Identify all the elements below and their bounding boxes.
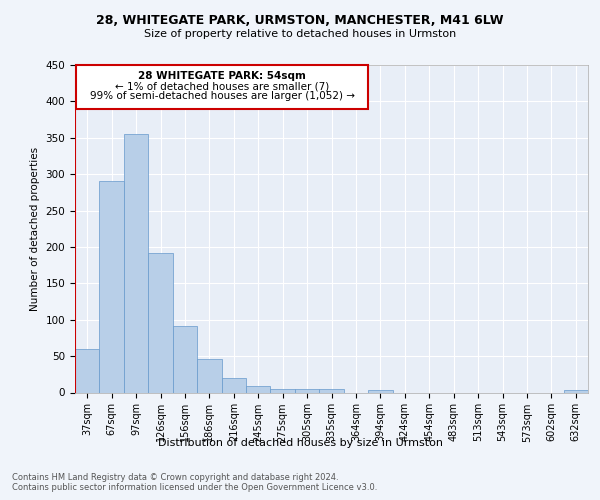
Bar (124, 134, 148, 392)
Bar (76, 65, 368, 108)
Bar (295, 389, 319, 392)
Bar (563, 390, 588, 392)
Bar (271, 389, 295, 392)
Text: 28, WHITEGATE PARK, URMSTON, MANCHESTER, M41 6LW: 28, WHITEGATE PARK, URMSTON, MANCHESTER,… (96, 14, 504, 27)
Bar (197, 359, 221, 392)
Text: Contains HM Land Registry data © Crown copyright and database right 2024.: Contains HM Land Registry data © Crown c… (12, 472, 338, 482)
Bar (319, 389, 344, 392)
Bar (173, 326, 197, 392)
Text: Distribution of detached houses by size in Urmston: Distribution of detached houses by size … (157, 438, 443, 448)
Text: 28 WHITEGATE PARK: 54sqm: 28 WHITEGATE PARK: 54sqm (138, 71, 306, 81)
Text: Contains public sector information licensed under the Open Government Licence v3: Contains public sector information licen… (12, 484, 377, 492)
Bar (221, 378, 246, 392)
Bar (148, 253, 173, 392)
Bar (246, 386, 271, 392)
Bar (368, 390, 392, 392)
Text: Size of property relative to detached houses in Urmston: Size of property relative to detached ho… (144, 29, 456, 39)
Bar (75, 349, 100, 393)
Text: ← 1% of detached houses are smaller (7): ← 1% of detached houses are smaller (7) (115, 81, 329, 91)
Text: 99% of semi-detached houses are larger (1,052) →: 99% of semi-detached houses are larger (… (89, 91, 355, 101)
Bar (100, 182, 124, 392)
Y-axis label: Number of detached properties: Number of detached properties (30, 146, 40, 311)
